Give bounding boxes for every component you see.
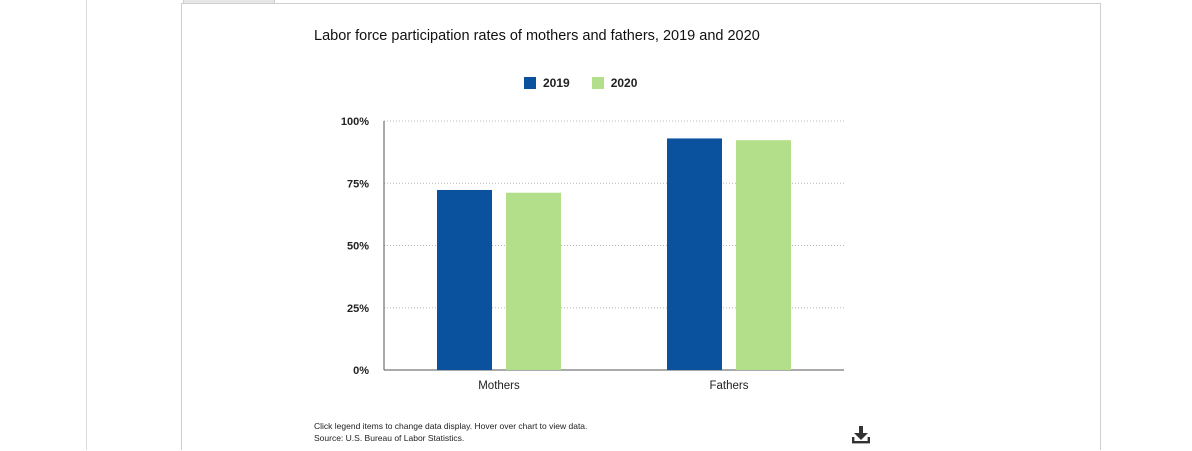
download-button[interactable] (850, 424, 872, 446)
y-tick-label: 100% (341, 116, 369, 128)
chart-instructions: Click legend items to change data displa… (314, 421, 588, 431)
chart-title: Labor force participation rates of mothe… (314, 28, 760, 44)
bar-fathers-2020[interactable] (736, 140, 791, 370)
y-tick-label: 0% (353, 365, 369, 377)
legend-swatch-2019 (524, 77, 536, 89)
y-tick-label: 25% (347, 303, 369, 315)
chart-source: Source: U.S. Bureau of Labor Statistics. (314, 433, 465, 443)
legend-item-2020[interactable]: 2020 (591, 76, 638, 90)
legend-label-2020: 2020 (610, 76, 638, 90)
panel-tab[interactable] (183, 0, 275, 4)
chart-legend: 2019 2020 (524, 76, 637, 90)
download-icon (852, 426, 870, 444)
chart-notes: Click legend items to change data displa… (314, 420, 587, 444)
legend-item-2019[interactable]: 2019 (524, 76, 570, 90)
bar-fathers-2019[interactable] (667, 138, 722, 370)
bar-mothers-2019[interactable] (437, 189, 492, 370)
y-tick-label: 50% (347, 241, 369, 253)
x-tick-label: Fathers (710, 380, 749, 392)
chart-panel (181, 3, 1101, 450)
y-tick-label: 75% (347, 178, 369, 190)
x-tick-label: Mothers (478, 380, 520, 392)
bar-mothers-2020[interactable] (506, 192, 561, 370)
legend-label-2019: 2019 (543, 76, 570, 90)
legend-swatch-2020 (591, 77, 604, 89)
page-divider (86, 0, 87, 450)
